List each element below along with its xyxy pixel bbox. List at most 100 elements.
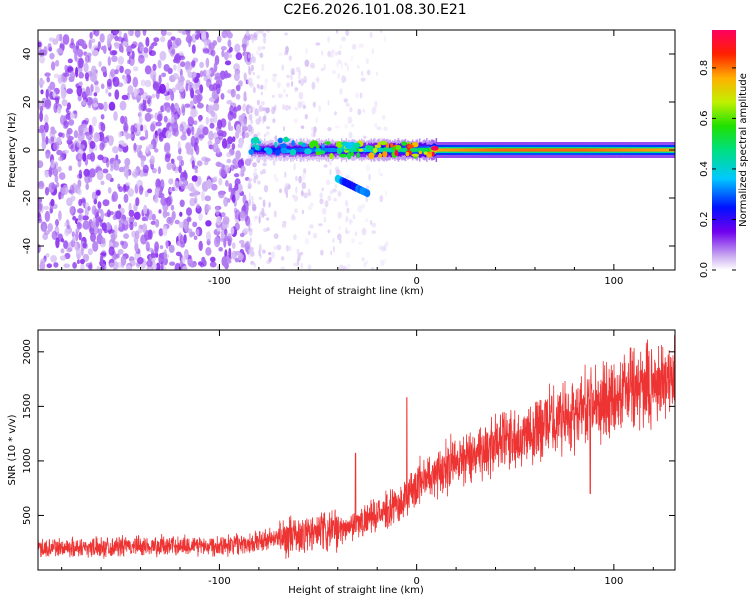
- signal-cell: [453, 148, 455, 152]
- signal-blob: [392, 146, 396, 151]
- noise-blob: [330, 189, 334, 195]
- noise-blob: [123, 220, 128, 225]
- noise-blob: [101, 66, 107, 73]
- noise-blob: [329, 190, 333, 194]
- noise-blob: [301, 182, 306, 190]
- signal-cell: [639, 148, 641, 152]
- signal-cell: [428, 147, 430, 153]
- side-feature: [334, 174, 371, 198]
- noise-blob: [300, 262, 304, 269]
- noise-blob: [329, 168, 332, 176]
- noise-blob: [323, 164, 328, 168]
- noise-blob: [234, 183, 239, 191]
- signal-cell: [363, 147, 365, 153]
- signal-cell: [301, 148, 304, 152]
- noise-blob: [314, 78, 320, 82]
- noise-blob: [332, 238, 335, 243]
- noise-blob: [84, 55, 90, 63]
- noise-blob: [191, 126, 195, 136]
- noise-blob: [137, 257, 144, 265]
- noise-blob: [91, 49, 99, 57]
- signal-cell: [490, 148, 492, 152]
- noise-blob: [243, 72, 247, 82]
- noise-blob: [139, 46, 145, 52]
- noise-blob: [78, 199, 83, 207]
- colorbar: 0.0 0.2 0.4 0.6 0.8 Normalized spectral ampl…: [699, 30, 749, 278]
- x-tick-label: 0: [413, 276, 419, 287]
- noise-blob: [202, 126, 209, 136]
- noise-blob: [231, 194, 236, 204]
- signal-cell: [559, 148, 562, 152]
- noise-blob: [327, 51, 331, 57]
- snr-ticks: -100 0 100 500 1000 1500 2000: [22, 330, 675, 587]
- signal-cell: [642, 148, 645, 152]
- noise-blob: [220, 238, 225, 243]
- noise-blob: [229, 164, 235, 171]
- signal-cell: [523, 148, 525, 152]
- noise-blob: [150, 43, 154, 50]
- signal-blob: [283, 136, 289, 143]
- noise-blob: [218, 78, 223, 85]
- noise-blob: [76, 138, 81, 148]
- noise-blob: [339, 88, 343, 95]
- noise-blob: [75, 66, 79, 78]
- noise-blob: [224, 164, 231, 174]
- signal-cell: [641, 148, 643, 152]
- noise-blob: [369, 219, 373, 226]
- noise-blob: [296, 248, 300, 255]
- signal-blob: [379, 140, 388, 146]
- noise-blob: [234, 190, 241, 201]
- noise-blob: [370, 267, 375, 270]
- noise-blob: [98, 61, 102, 67]
- signal-cell: [298, 148, 300, 152]
- noise-blob: [181, 92, 185, 99]
- signal-cell: [558, 148, 561, 152]
- noise-blob: [281, 64, 285, 71]
- noise-blob: [189, 231, 196, 237]
- signal-cell: [634, 148, 636, 152]
- noise-blob: [169, 261, 176, 266]
- noise-blob: [129, 221, 134, 231]
- noise-blob: [225, 73, 232, 78]
- signal-blob: [378, 152, 383, 159]
- noise-blob: [89, 168, 96, 178]
- noise-blob: [109, 262, 115, 268]
- signal-cell: [617, 148, 620, 152]
- noise-blob: [49, 52, 55, 60]
- noise-blob: [69, 184, 75, 195]
- signal-blob: [336, 148, 342, 155]
- noise-blob: [122, 41, 128, 46]
- noise-blob: [164, 95, 171, 101]
- noise-blob: [357, 108, 362, 116]
- noise-blob: [335, 61, 340, 68]
- signal-cell: [666, 148, 668, 152]
- signal-cell: [633, 148, 635, 152]
- signal-cell: [508, 148, 511, 152]
- noise-blob: [181, 30, 187, 35]
- signal-cell: [380, 147, 382, 153]
- noise-blob: [178, 55, 186, 61]
- noise-blob: [295, 66, 301, 73]
- signal-cell: [299, 147, 301, 153]
- noise-blob: [134, 30, 141, 38]
- noise-blob: [203, 161, 209, 166]
- noise-blob: [83, 62, 89, 73]
- noise-blob: [385, 241, 389, 247]
- noise-blob: [300, 190, 304, 196]
- noise-blob: [216, 215, 222, 226]
- noise-blob: [138, 116, 143, 124]
- signal-cell: [491, 148, 493, 152]
- signal-cell: [544, 148, 546, 152]
- noise-blob: [155, 262, 161, 270]
- noise-blob: [183, 169, 187, 180]
- noise-blob: [115, 210, 122, 220]
- noise-blob: [291, 80, 294, 87]
- signal-cell: [415, 148, 417, 152]
- signal-cell: [497, 148, 499, 152]
- noise-blob: [342, 265, 347, 270]
- noise-blob: [176, 155, 183, 161]
- snr-y-label: SNR (10 * v/v): [7, 414, 18, 485]
- signal-cell: [667, 148, 669, 152]
- noise-blob: [92, 97, 98, 104]
- signal-cell: [320, 148, 323, 152]
